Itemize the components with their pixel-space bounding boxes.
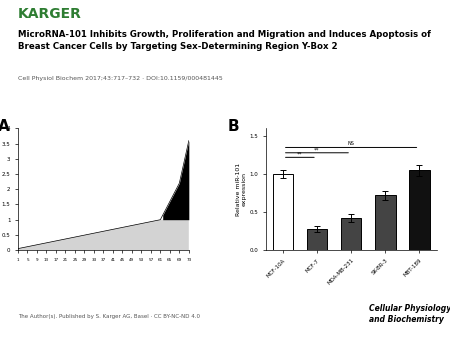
Text: **: ** xyxy=(297,152,302,157)
Text: MicroRNA-101 Inhibits Growth, Proliferation and Migration and Induces Apoptosis : MicroRNA-101 Inhibits Growth, Proliferat… xyxy=(18,30,431,51)
Bar xyxy=(307,229,327,250)
Bar xyxy=(375,195,396,250)
Text: Cell Physiol Biochem 2017;43:717–732 · DOI:10.1159/000481445: Cell Physiol Biochem 2017;43:717–732 · D… xyxy=(18,76,223,81)
Text: The Author(s). Published by S. Karger AG, Basel · CC BY-NC-ND 4.0: The Author(s). Published by S. Karger AG… xyxy=(18,314,200,319)
Y-axis label: Relative miR-101
expression: Relative miR-101 expression xyxy=(236,163,247,216)
Bar xyxy=(409,170,430,250)
Text: A: A xyxy=(0,119,9,134)
Text: B: B xyxy=(228,119,240,134)
Text: NS: NS xyxy=(348,141,355,146)
Text: **: ** xyxy=(314,147,319,152)
Bar xyxy=(341,218,361,250)
Bar xyxy=(273,174,293,250)
Text: KARGER: KARGER xyxy=(18,7,82,21)
Text: Cellular Physiology
and Biochemistry: Cellular Physiology and Biochemistry xyxy=(369,304,450,323)
